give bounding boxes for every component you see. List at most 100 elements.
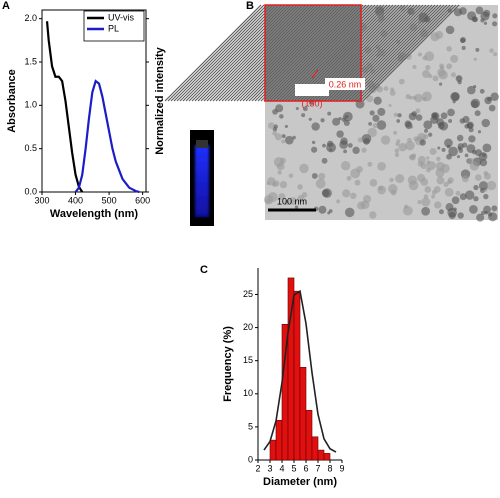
particle bbox=[491, 21, 498, 27]
x-tick-label: 8 bbox=[327, 463, 332, 473]
histogram-bar bbox=[311, 436, 319, 461]
particle bbox=[277, 170, 282, 175]
particle bbox=[414, 93, 423, 103]
lattice-fringe bbox=[176, 4, 274, 102]
particle bbox=[451, 196, 460, 205]
particle bbox=[432, 75, 439, 82]
particle bbox=[473, 184, 479, 191]
panel-label: B bbox=[246, 0, 254, 12]
lattice-fringe bbox=[197, 4, 295, 102]
particle bbox=[475, 47, 480, 52]
lattice-fringe bbox=[185, 4, 283, 102]
particle bbox=[462, 142, 468, 148]
particle bbox=[272, 108, 278, 115]
particle bbox=[447, 108, 455, 117]
particle bbox=[327, 111, 332, 116]
histogram-bar bbox=[305, 410, 313, 461]
particle bbox=[320, 118, 325, 123]
particle bbox=[368, 121, 372, 126]
x-tick-label: 6 bbox=[303, 463, 308, 473]
lattice-fringe bbox=[209, 4, 307, 102]
particle bbox=[292, 135, 296, 140]
particle bbox=[435, 168, 445, 178]
y-tick-label: 15 bbox=[243, 355, 253, 365]
lattice-fringe bbox=[362, 4, 460, 102]
lattice-fringe bbox=[167, 4, 265, 102]
particle bbox=[417, 132, 427, 142]
particle bbox=[478, 181, 489, 191]
y-tick-label: 10 bbox=[243, 388, 253, 398]
particle bbox=[435, 161, 445, 171]
particle bbox=[483, 21, 488, 25]
particle bbox=[415, 108, 421, 114]
particle bbox=[490, 92, 499, 101]
y-tick-label: 2.0 bbox=[24, 13, 37, 23]
lattice-fringe bbox=[275, 4, 373, 102]
particle bbox=[389, 177, 394, 183]
particle bbox=[396, 119, 401, 123]
y-tick-label: 5 bbox=[248, 421, 253, 431]
particle bbox=[421, 206, 431, 216]
particle bbox=[446, 63, 453, 70]
y-tick-label: 1.0 bbox=[24, 100, 37, 110]
particle bbox=[350, 192, 357, 200]
particle bbox=[459, 193, 467, 201]
particle bbox=[446, 45, 452, 52]
plot-frame bbox=[41, 9, 147, 193]
particle bbox=[336, 130, 344, 138]
particle bbox=[469, 204, 478, 214]
x-tick-label: 500 bbox=[102, 195, 117, 205]
particle bbox=[408, 154, 415, 160]
lattice-fringe bbox=[173, 4, 271, 102]
particle bbox=[344, 207, 355, 218]
particle bbox=[448, 211, 456, 220]
particle bbox=[408, 95, 413, 100]
particle bbox=[405, 121, 413, 130]
lattice-fringe bbox=[269, 4, 367, 102]
lattice-fringe bbox=[224, 4, 322, 102]
series-line bbox=[45, 21, 84, 193]
legend-label: PL bbox=[108, 23, 119, 33]
particle bbox=[395, 174, 405, 183]
particle bbox=[299, 163, 309, 174]
particle bbox=[456, 155, 461, 159]
particle bbox=[480, 11, 490, 21]
particle bbox=[273, 180, 280, 187]
particle bbox=[421, 197, 431, 207]
particle bbox=[478, 152, 488, 161]
x-tick-label: 9 bbox=[339, 463, 344, 473]
particle bbox=[425, 64, 431, 71]
particle bbox=[363, 194, 372, 204]
particle bbox=[354, 179, 361, 186]
particle bbox=[477, 130, 482, 134]
particle bbox=[483, 193, 489, 200]
lattice-fringe bbox=[254, 4, 352, 102]
histogram-bar bbox=[299, 367, 307, 461]
histogram-bar bbox=[269, 439, 277, 461]
particle bbox=[393, 112, 398, 118]
particle bbox=[284, 200, 290, 206]
particle bbox=[273, 124, 278, 129]
particle bbox=[308, 117, 312, 121]
lattice-fringe bbox=[263, 4, 361, 102]
lattice-fringe bbox=[356, 4, 454, 102]
particle bbox=[412, 95, 417, 100]
particle bbox=[301, 113, 306, 118]
lattice-fringe bbox=[353, 4, 451, 102]
particle bbox=[380, 135, 391, 145]
legend-label: UV-vis bbox=[108, 12, 135, 22]
particle bbox=[413, 136, 419, 142]
particle bbox=[311, 122, 320, 131]
particle bbox=[428, 132, 433, 137]
x-tick-label: 7 bbox=[315, 463, 320, 473]
particle bbox=[439, 65, 445, 70]
particle bbox=[405, 140, 415, 151]
lattice-fringe bbox=[191, 4, 289, 102]
lattice-fringe bbox=[233, 4, 331, 102]
particle bbox=[466, 122, 473, 129]
lattice-fringe bbox=[188, 4, 286, 102]
particle bbox=[450, 54, 459, 63]
particle bbox=[468, 135, 476, 143]
particle bbox=[302, 106, 308, 112]
